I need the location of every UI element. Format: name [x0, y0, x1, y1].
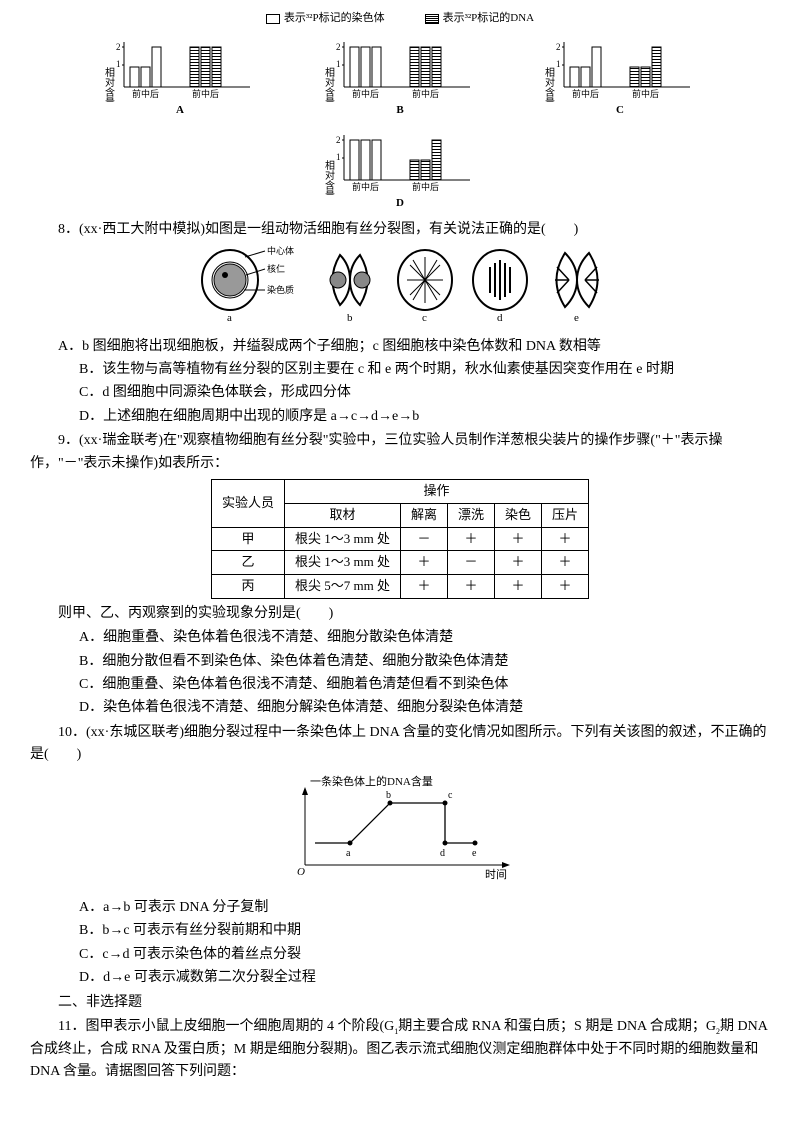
svg-text:2: 2 — [116, 42, 121, 52]
q11-a: 11．图甲表示小鼠上皮细胞一个细胞周期的 4 个阶段(G — [58, 1019, 394, 1034]
svg-text:O: O — [297, 866, 305, 878]
q8-D: D．上述细胞在细胞周期中出现的顺序是 a→c→d→e→b — [30, 406, 770, 428]
svg-text:c: c — [448, 790, 453, 801]
q10-graph: 一条染色体上的DNA含量 O 时间 a b c d e — [30, 773, 770, 891]
svg-text:相对含量: 相对含量 — [323, 159, 335, 195]
svg-text:2: 2 — [336, 135, 341, 145]
q10-graph-svg: 一条染色体上的DNA含量 O 时间 a b c d e — [270, 773, 530, 883]
legend-hatch: 表示³²P标记的DNA — [425, 10, 535, 28]
svg-text:1: 1 — [336, 152, 341, 162]
q8-C: C．d 图细胞中同源染色体联会，形成四分体 — [30, 382, 770, 404]
legend-empty: 表示³²P标记的染色体 — [266, 10, 385, 28]
chart-D: 相对含量 1 2 前中后 前中后 D — [320, 125, 480, 213]
chart-D-label: D — [320, 195, 480, 213]
table-row: 丙 根尖 5～7 mm 处 ＋ ＋ ＋ ＋ — [211, 575, 588, 599]
q10-stem: 10．(xx·东城区联考)细胞分裂过程中一条染色体上 DNA 含量的变化情况如图… — [30, 722, 770, 767]
chart-C: 相对含量 1 2 前中后 前中后 C — [540, 32, 700, 120]
svg-text:前中后: 前中后 — [192, 88, 219, 99]
col4: 压片 — [542, 503, 589, 527]
q9-table: 实验人员 操作 取材 解离 漂洗 染色 压片 甲 根尖 1～3 mm 处 － ＋… — [211, 479, 589, 599]
svg-text:b: b — [347, 312, 353, 323]
table-row: 甲 根尖 1～3 mm 处 － ＋ ＋ ＋ — [211, 527, 588, 551]
svg-text:前中后: 前中后 — [632, 88, 659, 99]
table-row: 乙 根尖 1～3 mm 处 ＋ － ＋ ＋ — [211, 551, 588, 575]
svg-text:前中后: 前中后 — [352, 181, 379, 192]
chart-grid: 相对含量 12 前中后前中后 A 相对含量 12 — [30, 32, 770, 213]
q9-A: A．细胞重叠、染色体着色很浅不清楚、细胞分散染色体清楚 — [30, 627, 770, 649]
svg-text:前中后: 前中后 — [572, 88, 599, 99]
q11-stem: 11．图甲表示小鼠上皮细胞一个细胞周期的 4 个阶段(G1期主要合成 RNA 和… — [30, 1016, 770, 1083]
svg-text:d: d — [440, 848, 445, 859]
lbl-centrosome: 中心体 — [267, 245, 294, 256]
svg-text:前中后: 前中后 — [412, 181, 439, 192]
legend-right-text: 表示³²P标记的DNA — [443, 10, 535, 28]
svg-text:1: 1 — [336, 59, 341, 69]
swatch-hatch — [425, 14, 439, 24]
col1: 解离 — [400, 503, 447, 527]
col0: 取材 — [284, 503, 400, 527]
q9-tail: 则甲、乙、丙观察到的实验现象分别是( ) — [30, 603, 770, 625]
section-2: 二、非选择题 — [30, 992, 770, 1014]
chart-B-svg: 相对含量 1 2 前中后 前中后 — [320, 32, 480, 102]
graph-xlabel: 时间 — [485, 868, 507, 881]
svg-text:1: 1 — [556, 59, 561, 69]
lbl-chromatin: 染色质 — [267, 284, 294, 295]
q11-b: 期主要合成 RNA 和蛋白质；S 期是 DNA 合成期；G — [398, 1019, 716, 1034]
q8-stem: 8．(xx·西工大附中模拟)如图是一组动物活细胞有丝分裂图，有关说法正确的是( … — [30, 219, 770, 241]
svg-text:前中后: 前中后 — [132, 88, 159, 99]
q8-cells: 中心体 核仁 染色质 a b c — [30, 245, 770, 331]
svg-text:d: d — [497, 312, 503, 323]
svg-text:e: e — [574, 312, 579, 323]
q10-C: C．c→d 可表示染色体的着丝点分裂 — [30, 944, 770, 966]
q8-A: A．b 图细胞将出现细胞板，并缢裂成两个子细胞；c 图细胞核中染色体数和 DNA… — [30, 336, 770, 358]
q8-B: B．该生物与高等植物有丝分裂的区别主要在 c 和 e 两个时期，秋水仙素使基因突… — [30, 359, 770, 381]
svg-text:b: b — [386, 790, 391, 801]
graph-ylabel: 一条染色体上的DNA含量 — [310, 774, 433, 788]
svg-text:2: 2 — [556, 42, 561, 52]
q10-D: D．d→e 可表示减数第二次分裂全过程 — [30, 967, 770, 989]
q8-cells-svg: 中心体 核仁 染色质 a b c — [190, 245, 610, 323]
ylabel: 相对含量 — [103, 65, 115, 101]
svg-text:e: e — [472, 848, 477, 859]
lbl-nucleolus: 核仁 — [267, 263, 285, 274]
svg-text:相对含量: 相对含量 — [543, 65, 555, 101]
svg-text:a: a — [227, 312, 232, 323]
svg-text:前中后: 前中后 — [352, 88, 379, 99]
q10-B: B．b→c 可表示有丝分裂前期和中期 — [30, 920, 770, 942]
q9-B: B．细胞分散但看不到染色体、染色体着色清楚、细胞分散染色体清楚 — [30, 651, 770, 673]
svg-text:前中后: 前中后 — [412, 88, 439, 99]
svg-text:1: 1 — [116, 59, 121, 69]
chart-legend: 表示³²P标记的染色体 表示³²P标记的DNA — [30, 10, 770, 28]
svg-text:a: a — [346, 848, 351, 859]
svg-text:c: c — [422, 312, 427, 323]
chart-A-label: A — [100, 102, 260, 120]
q9-D: D．染色体着色很浅不清楚、细胞分解染色体清楚、细胞分裂染色体清楚 — [30, 697, 770, 719]
col2: 漂洗 — [447, 503, 494, 527]
chart-B: 相对含量 1 2 前中后 前中后 B — [320, 32, 480, 120]
chart-C-svg: 相对含量 1 2 前中后 前中后 — [540, 32, 700, 102]
q9-C: C．细胞重叠、染色体着色很浅不清楚、细胞着色清楚但看不到染色体 — [30, 674, 770, 696]
svg-text:相对含量: 相对含量 — [323, 65, 335, 101]
chart-D-svg: 相对含量 1 2 前中后 前中后 — [320, 125, 480, 195]
chart-B-label: B — [320, 102, 480, 120]
th-person: 实验人员 — [211, 479, 284, 527]
charts-area: 表示³²P标记的染色体 表示³²P标记的DNA 相对含量 1 2 — [30, 10, 770, 213]
th-ops: 操作 — [284, 479, 588, 503]
col3: 染色 — [495, 503, 542, 527]
svg-text:2: 2 — [336, 42, 341, 52]
q10-A: A．a→b 可表示 DNA 分子复制 — [30, 897, 770, 919]
legend-left-text: 表示³²P标记的染色体 — [284, 10, 385, 28]
swatch-empty — [266, 14, 280, 24]
chart-A: 相对含量 1 2 前中后 前中后 A — [100, 32, 260, 120]
chart-A-svg: 相对含量 1 2 前中后 前中后 — [100, 32, 260, 102]
chart-C-label: C — [540, 102, 700, 120]
q9-stem: 9．(xx·瑞金联考)在"观察植物细胞有丝分裂"实验中，三位实验人员制作洋葱根尖… — [30, 430, 770, 475]
